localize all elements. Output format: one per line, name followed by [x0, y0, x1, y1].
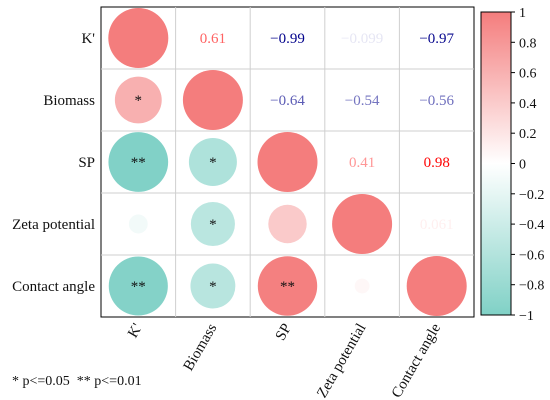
row-label-4: Contact angle: [12, 279, 95, 295]
corr-value-r0-c2: −0.99: [270, 31, 305, 47]
corr-value-r3-c4: 0.061: [420, 217, 454, 233]
colorbar-tick-label-8: −0.6: [519, 248, 544, 263]
corr-circle-r0-c0: [108, 8, 169, 68]
colorbar-tick-label-10: −1: [519, 309, 534, 324]
corr-circle-r2-c1: [188, 138, 237, 186]
corr-value-r0-c1: 0.61: [200, 31, 226, 47]
col-label-0: K': [125, 321, 146, 341]
colorbar-tick-label-5: 0: [519, 158, 526, 173]
corr-value-r0-c4: −0.97: [419, 31, 454, 47]
row-label-1: Biomass: [43, 93, 95, 109]
significance-mark-r2-c1: *: [209, 155, 217, 171]
corr-circle-r3-c2: [268, 204, 307, 244]
colorbar-tick-label-4: 0.2: [519, 127, 537, 142]
corr-circle-r2-c2: [257, 132, 318, 192]
colorbar-tick-label-7: −0.4: [519, 218, 544, 233]
corr-value-r2-c4: 0.98: [424, 155, 450, 171]
colorbar-tick-label-2: 0.6: [519, 67, 537, 82]
col-label-2: SP: [273, 321, 295, 343]
corr-circle-r3-c0: [128, 214, 148, 234]
corr-circle-r3-c3: [332, 194, 393, 254]
corr-circle-r4-c3: [354, 278, 370, 294]
row-label-0: K': [81, 31, 95, 47]
colorbar-tick-label-6: −0.2: [519, 188, 544, 203]
corr-circle-r3-c1: [190, 201, 235, 247]
corr-value-r1-c3: −0.54: [345, 93, 380, 109]
corr-value-r1-c2: −0.64: [270, 93, 305, 109]
corr-circle-r4-c1: [190, 263, 236, 309]
significance-mark-r4-c0: **: [131, 279, 146, 295]
significance-mark-r4-c1: *: [209, 279, 217, 295]
corr-circle-r4-c2: [257, 256, 318, 316]
colorbar-tick-label-3: 0.4: [519, 97, 537, 112]
colorbar-tick-label-1: 0.8: [519, 36, 537, 51]
significance-mark-r1-c0: *: [135, 93, 143, 109]
corr-circle-r4-c4: [406, 256, 467, 316]
corr-value-r2-c3: 0.41: [349, 155, 375, 171]
colorbar-tick-label-9: −0.8: [519, 279, 544, 294]
corr-circle-r1-c0: [114, 76, 162, 124]
corr-value-r0-c3: −0.099: [341, 31, 383, 47]
corr-circle-r1-c1: [182, 70, 243, 130]
plot-frame: [100, 6, 475, 318]
row-label-2: SP: [78, 155, 95, 171]
colorbar: [480, 11, 512, 316]
corr-circle-r2-c0: [108, 132, 169, 192]
corr-circle-r4-c0: [108, 256, 168, 316]
row-label-3: Zeta potential: [12, 217, 95, 233]
col-label-3: Zeta potential: [314, 321, 369, 400]
significance-mark-r2-c0: **: [131, 155, 146, 171]
significance-footnote: * p<=0.05 ** p<=0.01: [12, 374, 142, 389]
colorbar-tick-label-0: 1: [519, 6, 526, 21]
col-label-1: Biomass: [181, 321, 221, 374]
corr-value-r1-c4: −0.56: [419, 93, 454, 109]
significance-mark-r3-c1: *: [209, 217, 217, 233]
significance-mark-r4-c2: **: [280, 279, 295, 295]
col-label-4: Contact angle: [389, 321, 444, 400]
